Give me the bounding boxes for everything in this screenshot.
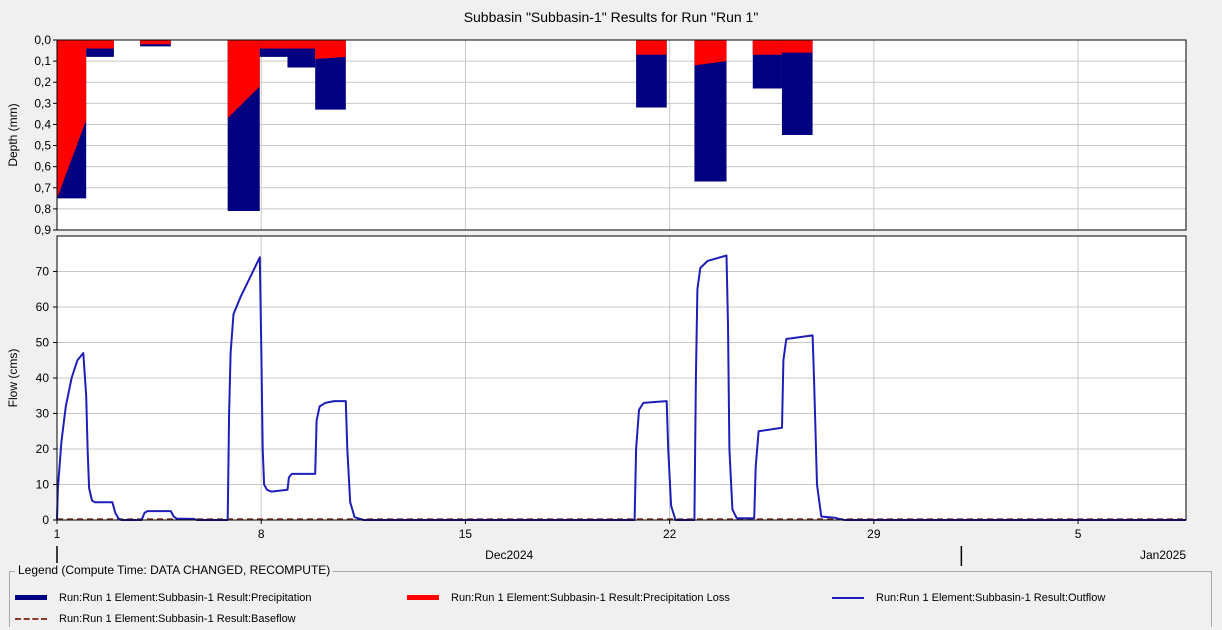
legend-swatch-precipitation	[15, 591, 47, 605]
precipitation-loss-bar	[287, 40, 316, 49]
precipitation-loss-bar	[636, 40, 667, 55]
outflow-line	[56, 254, 1186, 521]
legend-item-outflow: Run:Run 1 Element:Subbasin-1 Result:Outf…	[832, 591, 1105, 605]
flow-tick-label: 40	[36, 371, 50, 385]
x-tick-label: 15	[459, 527, 473, 541]
legend-label: Run:Run 1 Element:Subbasin-1 Result:Base…	[59, 613, 296, 625]
chart-title: Subbasin "Subbasin-1" Results for Run "R…	[463, 9, 759, 25]
legend-label: Run:Run 1 Element:Subbasin-1 Result:Outf…	[876, 592, 1106, 604]
depth-tick-label: 0,2	[34, 75, 51, 89]
flow-axis-label: Flow (cms)	[6, 349, 20, 408]
precipitation-bar	[694, 40, 727, 182]
depth-tick-label: 0,5	[34, 139, 51, 153]
legend-item-baseflow: Run:Run 1 Element:Subbasin-1 Result:Base…	[15, 612, 296, 626]
x-tick-label: 22	[663, 527, 677, 541]
legend-item-precipitation: Run:Run 1 Element:Subbasin-1 Result:Prec…	[15, 591, 312, 605]
x-tick-label: 8	[258, 527, 265, 541]
month-label-jan: Jan2025	[1140, 548, 1186, 562]
legend-swatch-outflow	[832, 591, 864, 605]
x-tick-label: 1	[54, 527, 61, 541]
depth-tick-label: 0,0	[34, 33, 51, 47]
legend-label: Run:Run 1 Element:Subbasin-1 Result:Prec…	[451, 592, 730, 604]
precipitation-loss-bar	[227, 40, 260, 119]
depth-tick-label: 0,3	[34, 96, 51, 110]
x-tick-label: 5	[1075, 527, 1082, 541]
precipitation-loss-bar	[752, 40, 782, 55]
depth-tick-label: 0,7	[34, 181, 51, 195]
depth-tick-label: 0,9	[34, 223, 51, 237]
precipitation-loss-bar	[781, 40, 813, 53]
depth-panel: 0,0 0,1 0,2 0,3 0,4 0,5 0,6 0,7 0,8 0,9 Depth (mm)	[6, 33, 1187, 237]
flow-tick-label: 50	[36, 336, 50, 350]
depth-tick-label: 0,1	[34, 54, 51, 68]
x-tick-label: 29	[867, 527, 881, 541]
legend: Legend (Compute Time: DATA CHANGED, RECO…	[9, 563, 1212, 627]
depth-tick-label: 0,6	[34, 160, 51, 174]
depth-axis-label: Depth (mm)	[6, 103, 20, 166]
flow-tick-label: 20	[36, 442, 50, 456]
legend-title: Legend (Compute Time: DATA CHANGED, RECO…	[15, 563, 334, 577]
precipitation-loss-bar	[259, 40, 288, 49]
depth-frame	[56, 39, 1187, 231]
precipitation-loss-bar	[140, 40, 171, 45]
flow-tick-label: 30	[36, 407, 50, 421]
flow-tick-label: 60	[36, 300, 50, 314]
flow-panel: 0 10 20 30 40 50 60 70 Flow (cms)	[6, 235, 1187, 527]
flow-tick-label: 10	[36, 478, 50, 492]
precipitation-loss-bar	[57, 40, 87, 199]
depth-tick-label: 0,8	[34, 202, 51, 216]
precipitation-bar	[781, 40, 813, 135]
results-plot: 0,0 0,1 0,2 0,3 0,4 0,5 0,6 0,7 0,8 0,9 Depth (mm)…	[6, 33, 1187, 566]
precipitation-loss-bar	[315, 40, 346, 59]
flow-frame	[56, 235, 1187, 521]
legend-swatch-baseflow	[15, 612, 47, 626]
legend-item-precipitation-loss: Run:Run 1 Element:Subbasin-1 Result:Prec…	[407, 591, 730, 605]
legend-label: Run:Run 1 Element:Subbasin-1 Result:Prec…	[59, 592, 312, 604]
flow-tick-label: 70	[36, 265, 50, 279]
precipitation-loss-bar	[86, 40, 114, 49]
depth-plot-area	[57, 40, 1186, 230]
precipitation-loss-bar	[694, 40, 727, 66]
precipitation-bar	[636, 40, 667, 108]
flow-tick-label: 0	[42, 513, 49, 527]
depth-tick-label: 0,4	[34, 117, 51, 131]
month-label-dec: Dec2024	[485, 548, 533, 562]
legend-swatch-precipitation-loss	[407, 591, 439, 605]
time-axis: 1 8 15 22 29 5 Dec2024 Jan2025	[54, 520, 1186, 566]
